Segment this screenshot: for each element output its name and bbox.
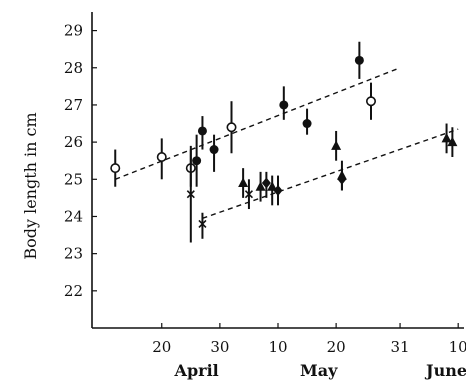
x-ticks: 20 30 10 20 31 10 [152,323,466,356]
x-tick-label: 31 [391,338,410,356]
x-tick-label: 30 [210,338,229,356]
data-point [267,181,278,191]
trend-line [114,67,401,180]
month-label: April [174,361,219,380]
data-point [186,190,195,199]
data-point [273,184,283,196]
data-point [331,140,342,150]
trend-line [202,128,459,219]
y-tick-label: 22 [64,282,83,300]
month-labels: April May June [174,361,466,380]
data-point [110,163,121,174]
y-tick-label: 29 [64,22,83,40]
x-tick-label: 20 [327,338,346,356]
month-label: May [300,361,338,380]
y-tick-label: 28 [64,59,83,77]
data-point [197,126,207,136]
data-point [279,100,289,110]
data-point [261,177,271,189]
data-point [226,122,237,133]
y-tick-label: 23 [64,245,83,263]
data-point [244,190,254,199]
trend-lines [114,67,459,219]
data-point [302,119,312,129]
x-tick-label: 10 [268,338,287,356]
data-point [354,55,364,65]
data-point [441,132,452,143]
y-tick-label: 25 [64,170,83,188]
data-point [447,136,458,147]
x-tick-label: 10 [449,338,466,356]
data-point [255,181,266,191]
y-ticks: 22 23 24 25 26 27 28 29 [64,22,97,300]
y-axis-title: Body length in cm [21,112,40,259]
data-points [110,41,458,243]
y-tick-label: 27 [64,96,83,114]
data-point [198,219,207,228]
month-label: June [424,361,466,380]
y-tick-label: 24 [64,207,83,225]
data-point [156,151,167,162]
data-point [192,156,202,166]
data-point [365,96,376,107]
x-tick-label: 20 [152,338,171,356]
data-point [337,173,347,185]
data-point [238,177,249,188]
data-point [209,145,219,155]
y-tick-label: 26 [64,133,83,151]
